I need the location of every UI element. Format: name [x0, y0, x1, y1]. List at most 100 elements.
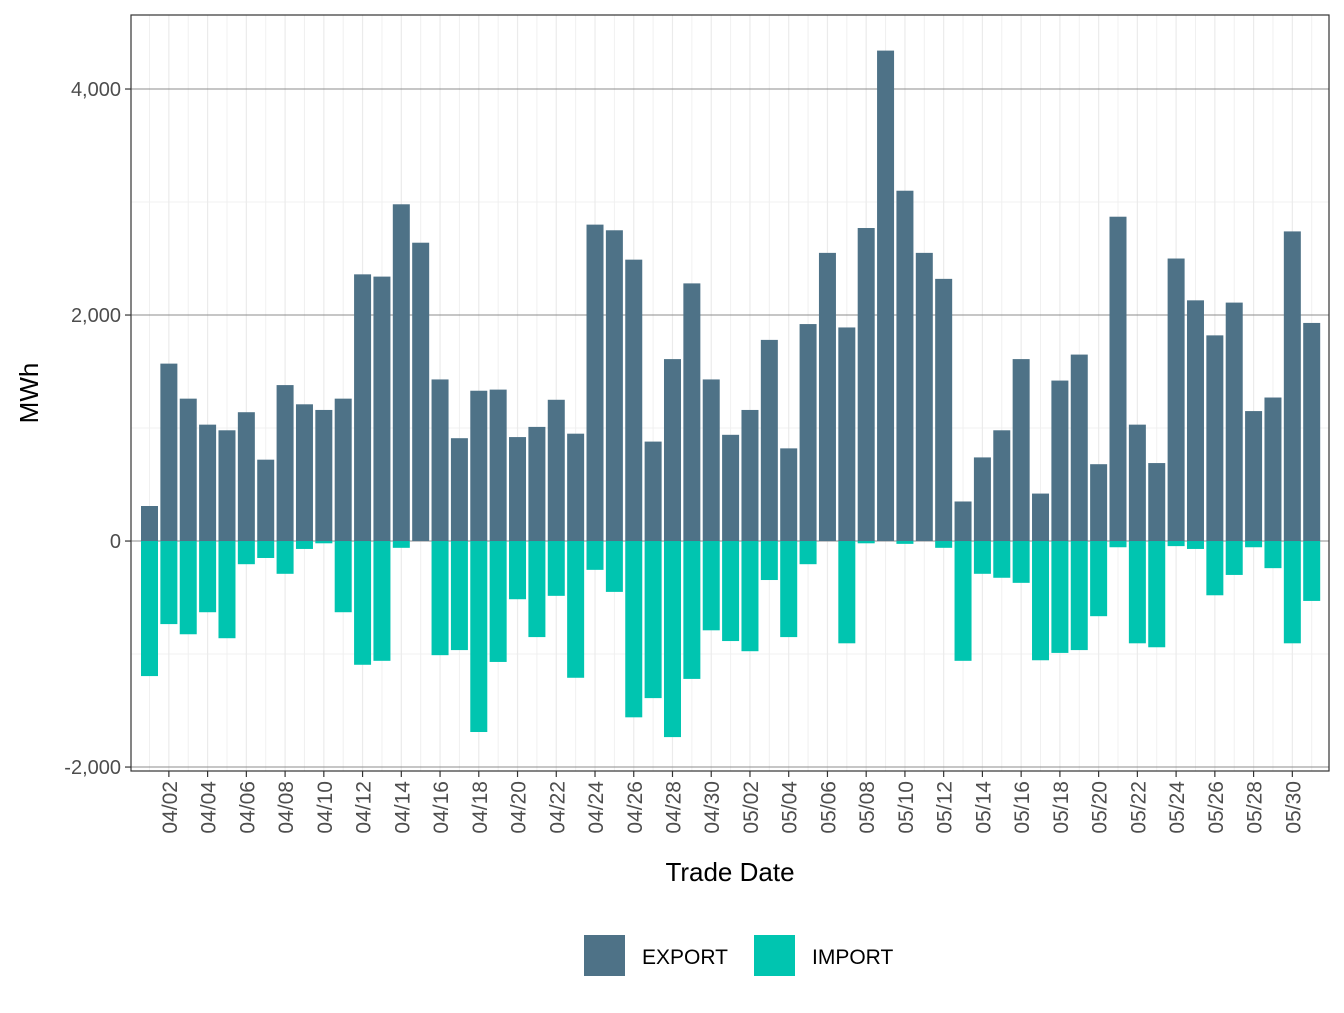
bar	[1012, 541, 1030, 583]
bar	[295, 541, 313, 549]
bar	[431, 379, 449, 542]
bar	[1245, 411, 1263, 542]
bar	[973, 457, 991, 542]
x-tick-label: 05/22	[1127, 781, 1150, 834]
bar	[1303, 541, 1321, 601]
bar	[547, 541, 565, 596]
bar	[257, 541, 275, 558]
bar	[586, 224, 604, 542]
bar	[993, 541, 1011, 578]
bar	[199, 541, 217, 613]
bar	[605, 541, 623, 592]
bar	[702, 379, 720, 542]
bar	[741, 409, 759, 542]
x-tick-label: 05/12	[934, 781, 957, 834]
bar	[896, 190, 914, 542]
bar	[354, 274, 372, 542]
bar	[315, 409, 333, 542]
bar	[857, 541, 875, 544]
y-tick-label: 0	[110, 531, 121, 553]
bar	[838, 327, 856, 542]
x-tick-label: 04/16	[430, 781, 453, 834]
bar	[431, 541, 449, 656]
x-tick-label: 04/26	[624, 781, 647, 834]
bar	[722, 541, 740, 642]
bar	[1264, 397, 1282, 542]
bar	[450, 438, 468, 542]
bar	[392, 204, 410, 542]
bar	[1032, 493, 1050, 542]
bar	[741, 541, 759, 652]
bar	[334, 398, 352, 542]
bar	[141, 541, 158, 677]
bar	[683, 541, 701, 679]
x-tick-label: 04/30	[701, 781, 724, 834]
bar	[993, 430, 1011, 542]
x-tick-label: 05/14	[972, 781, 995, 834]
x-tick-label: 05/26	[1205, 781, 1228, 834]
bar	[470, 390, 488, 542]
bar	[1051, 380, 1069, 542]
bar	[1186, 300, 1204, 542]
bar	[295, 404, 313, 542]
bar	[1070, 541, 1088, 651]
bar	[935, 278, 953, 542]
plot-border	[130, 14, 1330, 772]
bar	[760, 541, 778, 581]
bar	[528, 541, 546, 638]
bar	[257, 459, 275, 542]
bar	[1090, 541, 1108, 617]
bar	[1128, 541, 1146, 644]
x-tick-label: 05/18	[1050, 781, 1073, 834]
bar	[1128, 424, 1146, 542]
bar	[818, 252, 836, 542]
bar	[276, 541, 294, 574]
bar	[857, 228, 875, 542]
bar	[528, 426, 546, 542]
x-tick-label: 05/06	[817, 781, 840, 834]
x-tick-label: 05/30	[1282, 781, 1305, 834]
x-tick-label: 05/28	[1244, 781, 1267, 834]
x-tick-label: 05/02	[740, 781, 763, 834]
bar	[683, 283, 701, 542]
bar	[547, 399, 565, 542]
bar	[877, 50, 895, 542]
bar	[935, 541, 953, 548]
x-tick-label: 05/08	[856, 781, 879, 834]
bar	[1206, 335, 1224, 542]
x-tick-label: 04/22	[546, 781, 569, 834]
bar	[179, 541, 197, 635]
x-tick-label: 04/24	[585, 781, 608, 834]
bar	[896, 541, 914, 544]
bar	[470, 541, 488, 733]
bar	[237, 412, 255, 542]
x-tick-label: 05/10	[895, 781, 918, 834]
bar	[199, 424, 217, 542]
x-tick-label: 04/10	[314, 781, 337, 834]
bar	[1032, 541, 1050, 661]
bar	[644, 541, 662, 699]
bar	[644, 441, 662, 542]
x-tick-label: 04/28	[662, 781, 685, 834]
y-tick-label: 4,000	[71, 79, 121, 101]
x-tick-label: 04/02	[159, 781, 182, 834]
x-axis-label: Trade Date	[665, 857, 794, 887]
bar	[1264, 541, 1282, 569]
legend-label: EXPORT	[642, 946, 728, 969]
bar	[276, 385, 294, 542]
bar	[1186, 541, 1204, 549]
bar	[780, 448, 798, 542]
bar	[1070, 354, 1088, 542]
bar	[663, 541, 681, 738]
bar	[838, 541, 856, 644]
bar	[1109, 541, 1127, 548]
x-tick-label: 04/12	[353, 781, 376, 834]
bar	[179, 398, 197, 542]
x-tick-label: 05/20	[1089, 781, 1112, 834]
bar	[567, 433, 585, 542]
bar	[1225, 302, 1243, 542]
bar	[625, 541, 643, 718]
bar	[799, 324, 817, 542]
bar	[509, 437, 527, 542]
